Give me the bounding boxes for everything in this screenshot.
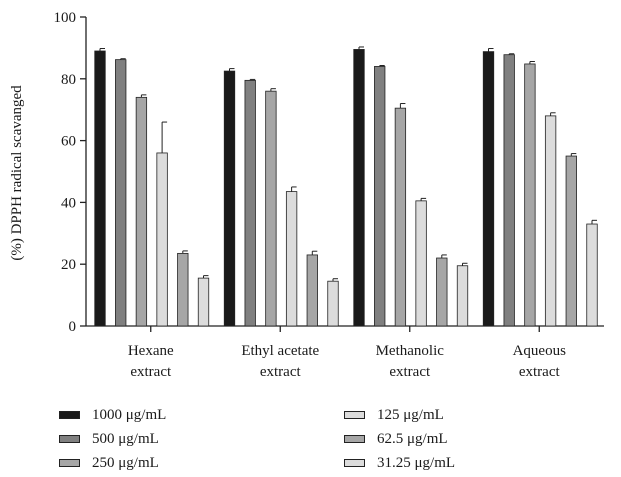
bar (135, 96, 148, 327)
bar (482, 51, 495, 327)
y-tick-label: 80 (61, 72, 76, 88)
bar (394, 107, 407, 327)
x-tick-label: extract (519, 364, 561, 380)
bar (327, 280, 339, 327)
bar (115, 59, 127, 327)
legend-label: 125 μg/mL (377, 406, 444, 423)
bar (265, 90, 277, 327)
x-tick-label: extract (130, 364, 172, 380)
y-tick-label: 0 (69, 319, 77, 335)
bar (94, 50, 106, 327)
y-tick-label: 20 (61, 257, 76, 273)
legend-swatch (344, 435, 365, 443)
bar (544, 115, 557, 327)
bar (223, 70, 236, 327)
x-tick-label: Ethyl acetate (241, 343, 319, 359)
legend-label: 1000 μg/mL (92, 406, 167, 423)
legend: 1000 μg/mL 500 μg/mL 250 μg/mL 125 μg/mL 62.… (0, 398, 621, 477)
legend-swatch (59, 411, 80, 419)
legend-item: 250 μg/mL (59, 452, 159, 474)
y-tick-label: 100 (54, 10, 77, 26)
x-tick-label: extract (389, 364, 431, 380)
bar (353, 49, 365, 327)
bar (306, 254, 318, 327)
y-tick-label: 60 (61, 134, 76, 150)
plot-area: 0 20 40 60 80 100 Hexane extract Ethyl acetate ex… (54, 10, 604, 380)
legend-item: 62.5 μg/mL (344, 428, 448, 450)
legend-item: 1000 μg/mL (59, 404, 166, 426)
bar (197, 277, 210, 327)
bar (503, 54, 515, 327)
legend-label: 31.25 μg/mL (377, 454, 456, 471)
bar (565, 155, 577, 327)
legend-label: 250 μg/mL (92, 454, 159, 471)
legend-item: 500 μg/mL (59, 428, 159, 450)
x-tick-label: Aqueous (513, 343, 566, 359)
x-tick-label: Hexane (128, 343, 174, 359)
y-tick-label: 40 (61, 195, 76, 211)
legend-item: 125 μg/mL (344, 404, 444, 426)
bar (524, 63, 536, 327)
legend-swatch (59, 459, 80, 467)
bar (456, 265, 469, 327)
bar (415, 200, 427, 327)
bar (586, 223, 598, 327)
bar (285, 191, 298, 327)
chart: (%) DPPH radical scavanged 0 20 40 60 80 100 H… (9, 10, 604, 380)
legend-label: 62.5 μg/mL (377, 430, 448, 447)
bar (244, 79, 256, 327)
x-tick-label: extract (260, 364, 302, 380)
bar (374, 66, 386, 327)
legend-swatch (59, 435, 80, 443)
bar (436, 257, 448, 327)
legend-label: 500 μg/mL (92, 430, 159, 447)
x-tick-label: Methanolic (376, 343, 445, 359)
legend-item: 31.25 μg/mL (344, 452, 455, 474)
bar (156, 152, 168, 327)
legend-swatch (344, 411, 365, 419)
bar (177, 252, 189, 327)
y-axis-label: (%) DPPH radical scavanged (9, 85, 25, 261)
legend-swatch (344, 459, 365, 467)
